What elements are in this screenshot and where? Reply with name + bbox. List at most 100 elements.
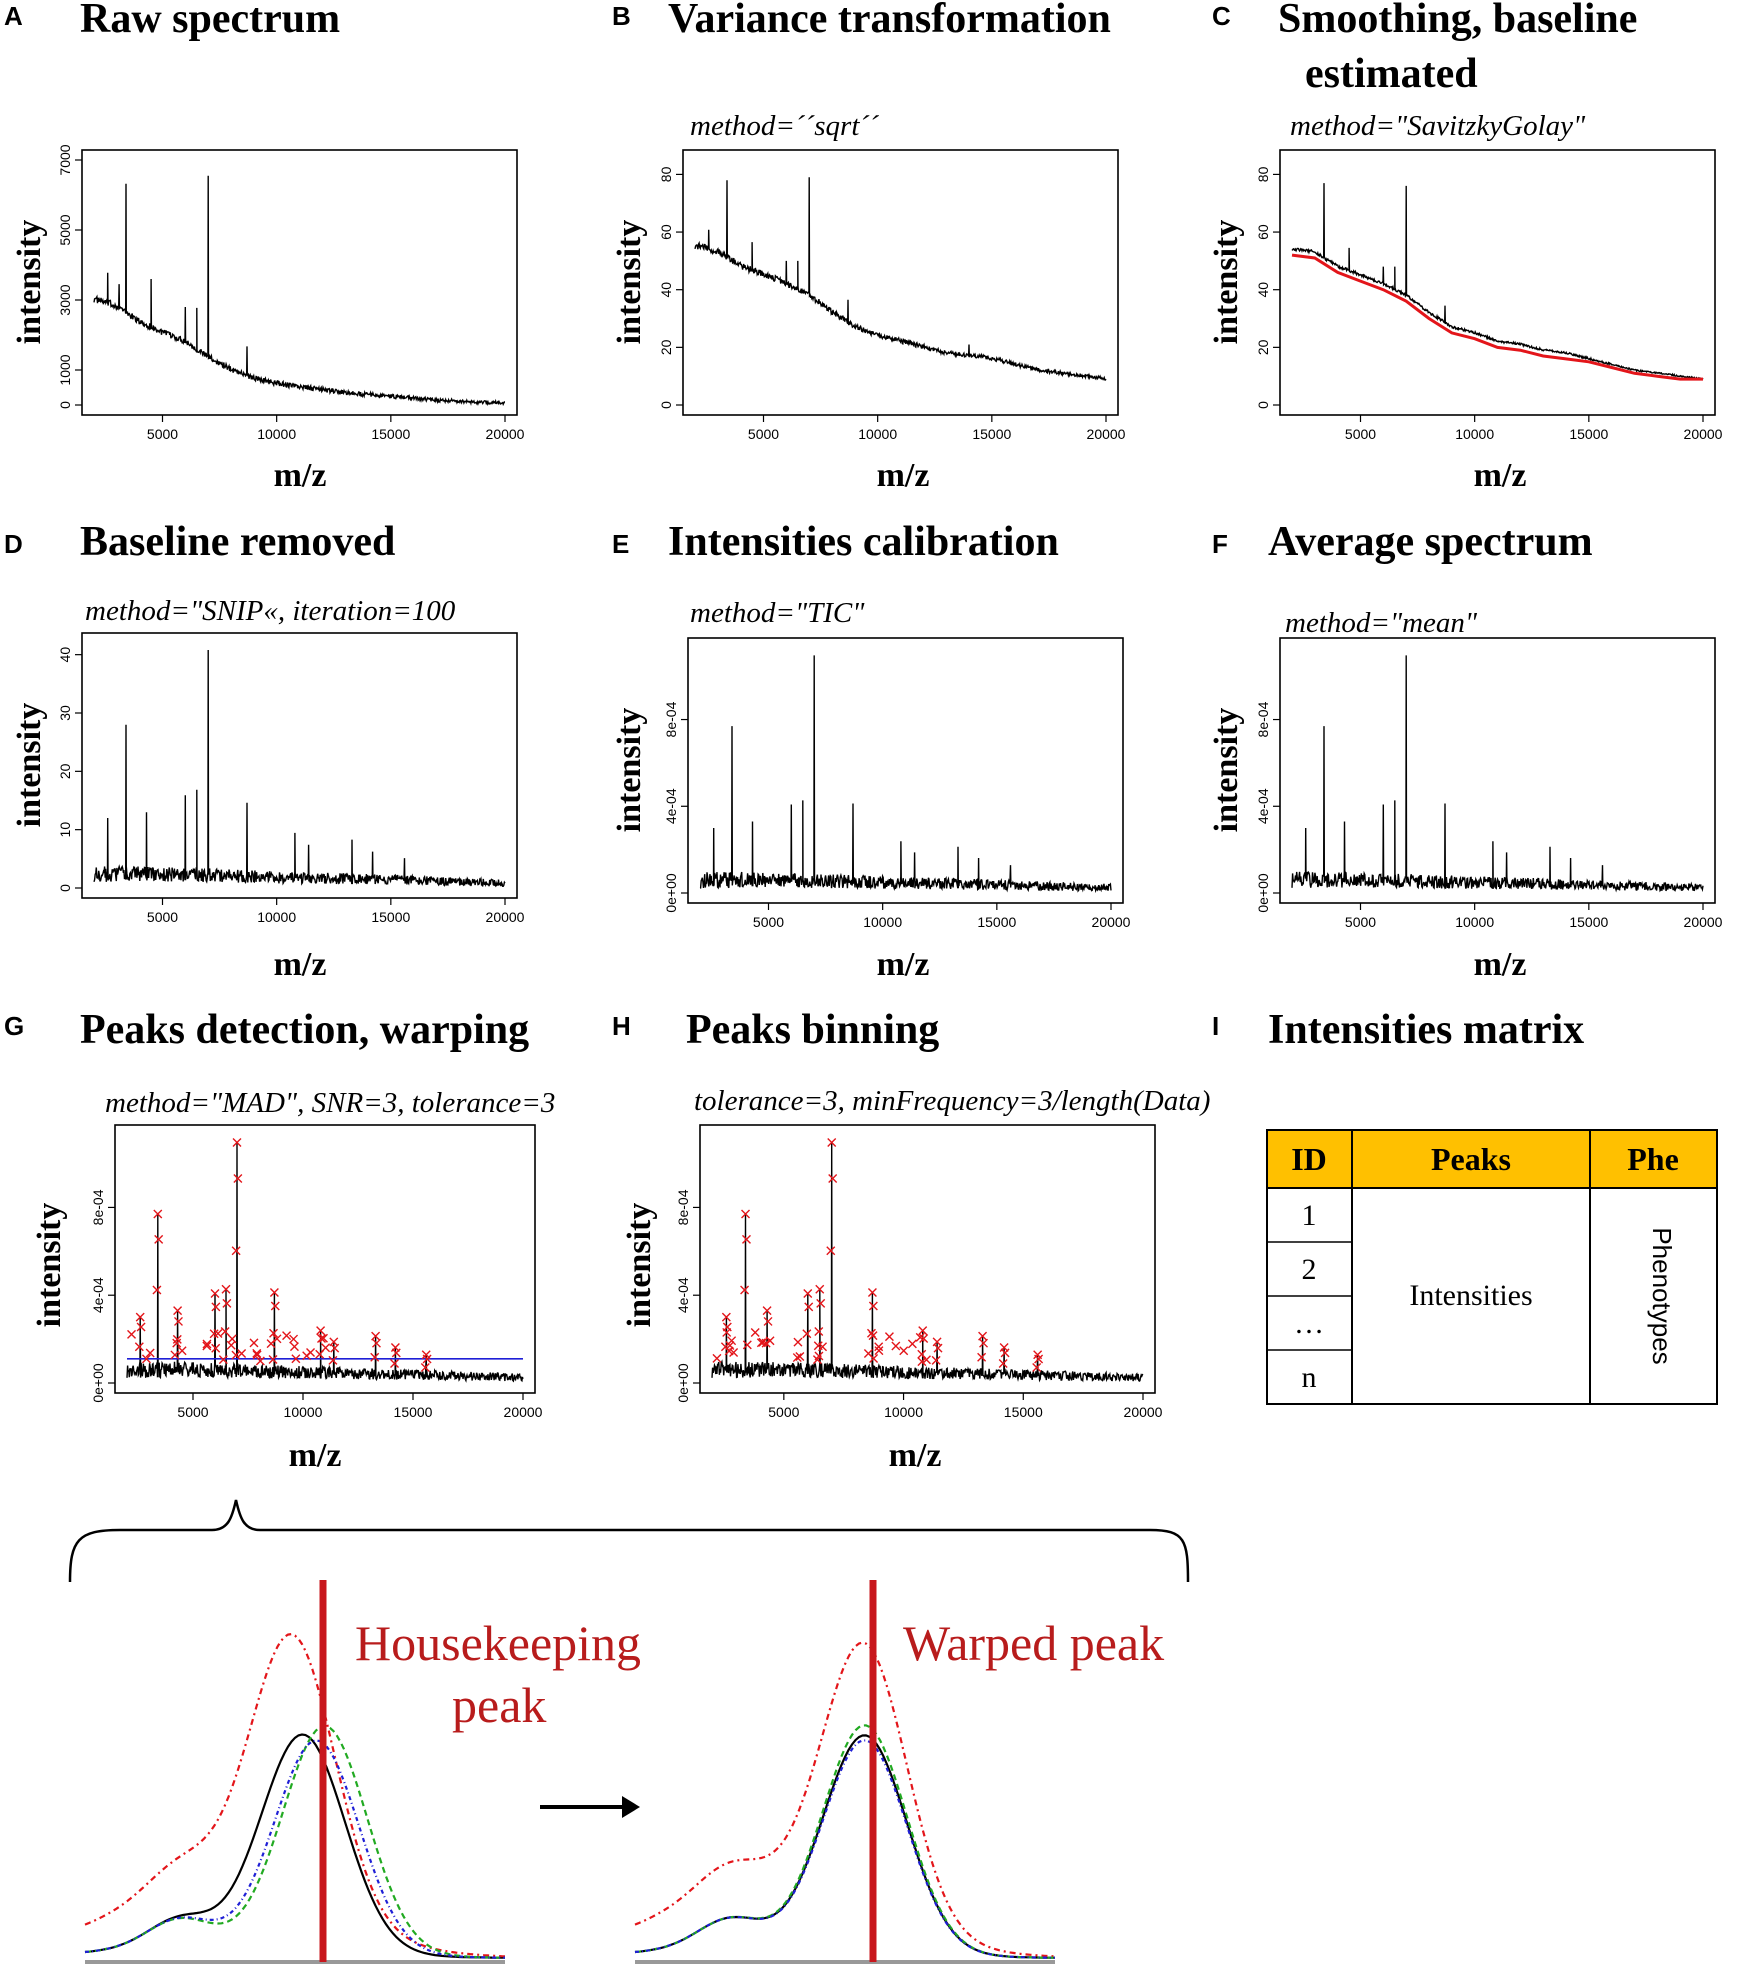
peak-marker: [741, 1234, 751, 1244]
peak-marker: [998, 1358, 1008, 1368]
y-tick-label: 20: [57, 763, 73, 779]
peak-marker: [1034, 1354, 1044, 1364]
warping-before-plot: [84, 1580, 506, 1964]
y-tick-label: 5000: [57, 214, 73, 245]
peak-marker: [750, 1327, 760, 1337]
x-tick-label: 10000: [257, 909, 296, 925]
peak-marker: [391, 1348, 401, 1358]
peak-marker: [758, 1337, 768, 1347]
method-label-h: tolerance=3, minFrequency=3/length(Data): [694, 1085, 1210, 1117]
peak-marker: [793, 1337, 803, 1347]
x-tick-label: 10000: [257, 426, 296, 442]
xlabel-b: m/z: [877, 457, 930, 494]
x-tick-label: 5000: [1345, 914, 1376, 930]
panel-letter-g: G: [4, 1011, 24, 1041]
y-tick-label: 4e-04: [90, 1277, 106, 1313]
x-tick-label: 5000: [177, 1404, 208, 1420]
peak-marker: [272, 1334, 282, 1344]
plot-e: 5000 10000 15000 20000 0e+00 4e-04 8e-04: [663, 637, 1131, 930]
peak-marker: [135, 1312, 145, 1322]
xlabel-f: m/z: [1474, 946, 1527, 983]
table-phe-cell: Phenotypes: [1647, 1227, 1677, 1364]
peak-marker: [252, 1348, 262, 1358]
peak-marker: [177, 1346, 187, 1356]
peak-marker: [291, 1354, 301, 1364]
peak-marker: [173, 1306, 183, 1316]
y-tick-label: 40: [658, 282, 674, 298]
peak-marker: [1000, 1348, 1010, 1358]
panel-i: I Intensities matrix ID Peaks Phe 1 2 … …: [1212, 1007, 1718, 1405]
panel-letter-e: E: [612, 529, 629, 559]
table-id-cell: 1: [1302, 1199, 1317, 1232]
peak-marker: [231, 1246, 241, 1256]
y-tick-label: 0: [57, 884, 73, 892]
ylabel-b: intensity: [611, 220, 648, 345]
peak-marker: [302, 1351, 312, 1361]
spectrum-line: [126, 1142, 524, 1383]
y-tick-label: 80: [1255, 166, 1271, 182]
y-tick-label: 40: [1255, 282, 1271, 298]
peak-marker: [979, 1338, 989, 1348]
warp-spectrum-line: [634, 1724, 1055, 1959]
xlabel-h: m/z: [889, 1437, 942, 1474]
peak-marker: [172, 1334, 182, 1344]
x-tick-label: 5000: [1345, 426, 1376, 442]
peak-marker: [141, 1354, 151, 1364]
peak-marker: [370, 1352, 380, 1362]
plot-c: 5000 10000 15000 20000 0 20 40 60 80: [1255, 149, 1723, 442]
peak-marker: [712, 1353, 722, 1363]
spectrum-line: [93, 175, 506, 407]
xlabel-d: m/z: [274, 946, 327, 983]
peak-marker: [318, 1333, 328, 1343]
x-tick-label: 10000: [1455, 914, 1494, 930]
peak-marker: [727, 1336, 737, 1346]
table-header-phe: Phe: [1627, 1141, 1679, 1177]
y-tick-label: 8e-04: [1255, 701, 1271, 737]
x-tick-label: 15000: [977, 914, 1016, 930]
y-tick-label: 80: [658, 166, 674, 182]
panel-title-d: Baseline removed: [80, 519, 395, 565]
peak-marker: [134, 1342, 144, 1352]
plot-frame: [1279, 637, 1716, 904]
panel-title-e: Intensities calibration: [668, 519, 1059, 565]
method-label-c: method="SavitzkyGolay": [1290, 110, 1586, 142]
peak-marker: [868, 1331, 878, 1341]
peak-marker: [252, 1350, 262, 1360]
x-tick-label: 20000: [504, 1404, 543, 1420]
peak-marker: [917, 1357, 927, 1367]
x-tick-label: 5000: [147, 426, 178, 442]
peak-marker: [724, 1346, 734, 1356]
ylabel-g: intensity: [31, 1203, 68, 1328]
y-tick-label: 40: [57, 647, 73, 663]
peak-marker: [330, 1343, 340, 1353]
plot-d: 5000 10000 15000 20000 0 10 20 30 40: [57, 632, 525, 925]
peak-marker: [211, 1343, 221, 1353]
peak-marker: [269, 1328, 279, 1338]
peak-marker: [891, 1341, 901, 1351]
peak-marker: [818, 1342, 828, 1352]
table-header-row: [1266, 1129, 1718, 1189]
warp-spectrum-line: [84, 1739, 505, 1959]
y-tick-label: 4e-04: [663, 788, 679, 824]
table-id-cell: 2: [1302, 1253, 1317, 1286]
x-tick-label: 10000: [863, 914, 902, 930]
peak-marker: [154, 1234, 164, 1244]
peak-marker: [282, 1331, 292, 1341]
peak-marker: [237, 1348, 247, 1358]
x-tick-label: 10000: [884, 1404, 923, 1420]
table-header-peaks: Peaks: [1431, 1141, 1511, 1177]
y-tick-label: 30: [57, 705, 73, 721]
spectrum-line: [699, 655, 1112, 894]
table-id-cell: …: [1294, 1307, 1324, 1340]
warp-spectrum-line: [634, 1739, 1055, 1959]
y-tick-label: 20: [1255, 339, 1271, 355]
peak-marker: [218, 1355, 228, 1365]
peak-marker: [921, 1355, 931, 1365]
peak-marker: [763, 1316, 773, 1326]
panel-e: E Intensities calibration method="TIC" 5…: [611, 519, 1131, 983]
xlabel-c: m/z: [1474, 457, 1527, 494]
panel-d: D Baseline removed method="SNIP«, iterat…: [4, 519, 525, 983]
y-tick-label: 0: [57, 401, 73, 409]
plot-b: 5000 10000 15000 20000 0 20 40 60 80: [658, 149, 1126, 442]
x-tick-label: 15000: [394, 1404, 433, 1420]
